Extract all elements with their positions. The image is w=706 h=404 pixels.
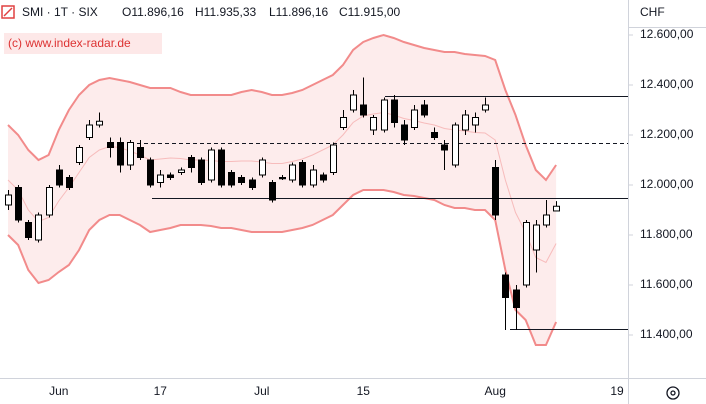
candle-body	[279, 177, 286, 180]
x-tick-label: Jun	[49, 384, 68, 398]
candle-body	[431, 132, 438, 138]
candle-body	[513, 289, 520, 308]
band-fill	[8, 35, 557, 345]
candle-body	[96, 120, 103, 126]
y-tick-label: 11.800,00	[640, 227, 693, 241]
y-tick-label: 12.200,00	[640, 127, 694, 141]
ohlc-low: L11.896,16	[269, 5, 328, 19]
candle-body	[381, 99, 388, 131]
candle-body	[482, 104, 489, 111]
x-tick-label: Aug	[485, 384, 506, 398]
candle-body	[320, 174, 327, 181]
band-upper	[7, 33, 557, 182]
y-tick-label: 11.400,00	[640, 327, 693, 341]
candle-body	[249, 179, 256, 188]
candle-body	[543, 214, 550, 226]
candle-body	[66, 177, 73, 188]
candle-body	[533, 224, 540, 251]
candle-body	[76, 147, 83, 163]
candle-body	[86, 124, 93, 138]
candle-body	[441, 144, 448, 151]
candle-body	[289, 164, 296, 181]
candle-body	[492, 167, 499, 216]
y-tick-label: 12.000,00	[640, 177, 694, 191]
candle-body	[299, 162, 306, 186]
symbol-icon-mark	[3, 7, 13, 17]
y-tick-label: 12.600,00	[640, 27, 694, 41]
candle-body	[46, 187, 53, 216]
y-tick-label: 12.400,00	[640, 77, 694, 91]
candle-body	[35, 214, 42, 241]
ohlc-close: C11.915,00	[339, 5, 400, 19]
candle-body	[15, 187, 22, 221]
symbol: SMI · 1T · SIX	[22, 5, 98, 19]
settings-icon-center	[670, 390, 676, 396]
candle-body	[269, 182, 276, 201]
x-tick-label: Jul	[254, 384, 269, 398]
candle-body	[462, 114, 469, 131]
candle-body	[178, 169, 185, 173]
candle-body	[350, 94, 357, 111]
band-middle	[7, 111, 557, 264]
candle-body	[157, 174, 164, 183]
candle-body	[117, 142, 124, 166]
currency[interactable]: CHF	[640, 5, 665, 19]
ohlc-open: O11.896,16	[122, 5, 184, 19]
candle-body	[472, 117, 479, 126]
candle-body	[238, 177, 245, 183]
watermark: (c) www.index-radar.de	[8, 36, 131, 50]
candle-body	[310, 169, 317, 186]
x-tick-label: 19	[610, 384, 624, 398]
candle-body	[360, 104, 367, 116]
candle-body	[127, 142, 134, 166]
candle-body	[167, 174, 174, 178]
x-tick-label: 15	[357, 384, 371, 398]
ohlc-high: H11.935,33	[195, 5, 256, 19]
candle-body	[188, 157, 195, 168]
candle-body	[391, 99, 398, 123]
header: SMI · 1T · SIX O11.896,16 H11.935,33 L11…	[1, 5, 400, 19]
candle-body	[502, 274, 509, 298]
candle-body	[25, 222, 32, 238]
band-lower	[7, 189, 558, 346]
candle-body	[553, 205, 560, 212]
candle-body	[259, 159, 266, 176]
candle-body	[56, 169, 63, 186]
x-tick-label: 17	[154, 384, 168, 398]
candle-body	[370, 117, 377, 131]
candle-body	[147, 159, 154, 186]
candle-body	[523, 222, 530, 286]
candle-body	[452, 124, 459, 166]
plot-area	[5, 33, 628, 346]
candle-body	[5, 194, 12, 206]
candle-body	[107, 142, 114, 148]
candle-body	[330, 144, 337, 173]
candle-body	[411, 109, 418, 128]
candle-body	[208, 149, 215, 181]
candle-body	[340, 117, 347, 128]
settings-icon[interactable]	[666, 386, 680, 400]
candle-body	[137, 147, 144, 158]
watermark-box	[4, 33, 162, 54]
candle-body	[421, 104, 428, 116]
y-tick-label: 11.600,00	[640, 277, 693, 291]
candle-body	[401, 124, 408, 141]
candle-body	[218, 149, 225, 186]
candle-body	[198, 159, 205, 183]
candle-body	[228, 172, 235, 186]
